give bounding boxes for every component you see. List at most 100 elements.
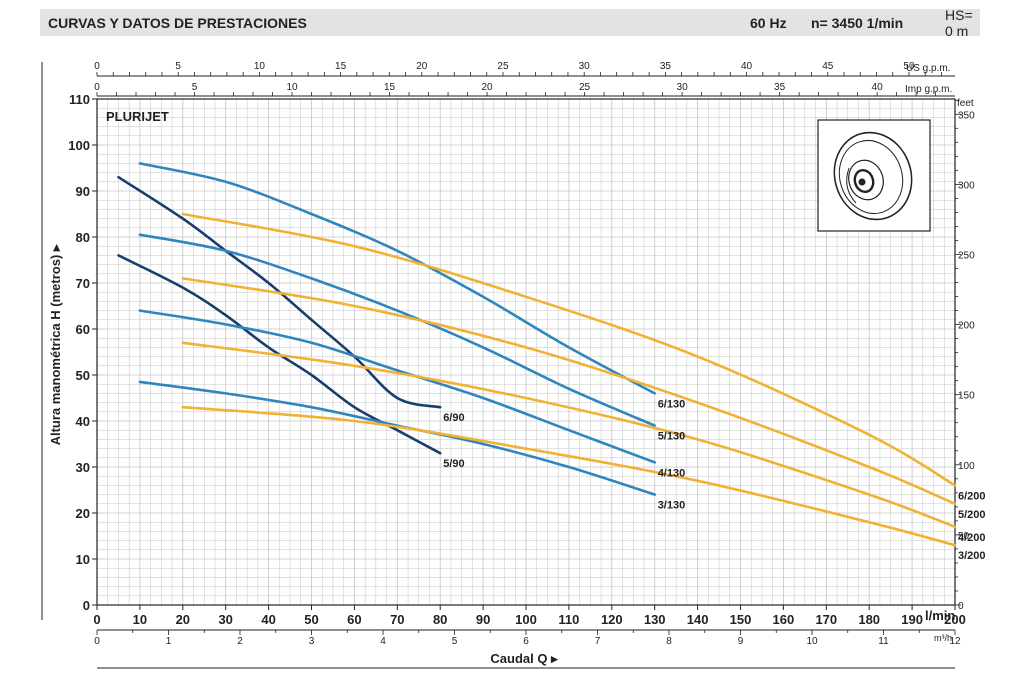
x-tick-label: 170 <box>815 612 837 627</box>
feet-tick-label: 0 <box>958 601 964 612</box>
y-tick-label: 90 <box>76 184 90 199</box>
feet-tick-label: 100 <box>958 461 975 472</box>
suction-head-label: HS= 0 m <box>945 6 973 39</box>
y-tick-label: 110 <box>69 92 90 107</box>
feet-label: feet <box>957 98 974 109</box>
imp-gpm-tick-label: 30 <box>677 82 689 93</box>
us-gpm-tick-label: 10 <box>254 61 266 72</box>
m3h-tick-label: 1 <box>166 636 172 647</box>
feet-tick-label: 200 <box>958 321 975 332</box>
speed-label: n= 3450 1/min <box>811 14 904 31</box>
imp-gpm-tick-label: 20 <box>481 82 493 93</box>
imp-gpm-tick-label: 25 <box>579 82 591 93</box>
feet-tick-label: 250 <box>958 250 975 261</box>
y-tick-label: 70 <box>76 276 90 291</box>
y-tick-label: 0 <box>83 598 90 613</box>
curve-5-90 <box>117 254 442 455</box>
curve-label-5-200: 5/200 <box>958 509 986 521</box>
x-tick-label: 110 <box>558 612 579 627</box>
x-tick-label: 10 <box>133 612 147 627</box>
curve-label-4-200: 4/200 <box>958 532 986 544</box>
grid <box>96 98 956 606</box>
y-tick-label: 40 <box>76 414 90 429</box>
us-gpm-tick-label: 15 <box>335 61 347 72</box>
x-tick-label: 150 <box>730 612 752 627</box>
m3h-tick-label: 12 <box>949 636 961 647</box>
curve-label-3-200: 3/200 <box>958 550 986 562</box>
x-tick-label: 180 <box>858 612 880 627</box>
x-tick-label: 130 <box>644 612 666 627</box>
curve-3-200 <box>181 405 957 547</box>
feet-tick-label: 150 <box>958 391 975 402</box>
y-tick-label: 20 <box>76 506 90 521</box>
x-tick-label: 80 <box>433 612 447 627</box>
x-tick-label: 120 <box>601 612 623 627</box>
x-tick-label: 50 <box>304 612 318 627</box>
x-tick-label: 100 <box>515 612 537 627</box>
m3h-tick-label: 3 <box>309 636 315 647</box>
us-gpm-tick-label: 20 <box>416 61 428 72</box>
curve-5-200 <box>181 277 957 506</box>
m3h-tick-label: 2 <box>237 636 243 647</box>
x-tick-label: 140 <box>687 612 709 627</box>
x-tick-label: 90 <box>476 612 490 627</box>
imp-gpm-tick-label: 35 <box>774 82 786 93</box>
imp-gpm-tick-label: 40 <box>872 82 884 93</box>
curve-labels: 6/90 5/90 6/130 5/130 4/130 3/130 6/200 5/200 4/… <box>443 398 985 562</box>
m3h-tick-label: 5 <box>452 636 458 647</box>
imp-gpm-tick-label: 5 <box>192 82 198 93</box>
y-tick-label: 10 <box>76 552 90 567</box>
x-tick-label: 30 <box>218 612 232 627</box>
header-bar: CURVAS Y DATOS DE PRESTACIONES 60 Hz n= … <box>40 6 980 39</box>
axes: 0 10 20 30 40 50 60 70 80 90 100 110 120 130 140 150 160… <box>41 61 975 669</box>
m3h-tick-label: 7 <box>595 636 601 647</box>
y-axis-label: Altura manométrica H (metros) ▸ <box>48 243 63 445</box>
curve-label-6-200: 6/200 <box>958 490 986 502</box>
m3h-tick-label: 9 <box>738 636 744 647</box>
us-gpm-tick-label: 5 <box>175 61 181 72</box>
curve-6-200 <box>181 212 957 487</box>
x-tick-label: 190 <box>901 612 923 627</box>
curve-label-5-90: 5/90 <box>443 458 464 470</box>
m3h-tick-label: 0 <box>94 636 100 647</box>
us-gpm-tick-label: 50 <box>903 61 915 72</box>
m3h-label: m³/h <box>934 633 952 643</box>
m3h-tick-label: 6 <box>523 636 529 647</box>
us-gpm-tick-label: 40 <box>741 61 753 72</box>
m3h-tick-label: 10 <box>806 636 818 647</box>
curve-6-90 <box>117 175 442 409</box>
us-gpm-tick-label: 25 <box>497 61 509 72</box>
x-tick-label: 0 <box>93 612 100 627</box>
x-tick-label: 200 <box>944 612 966 627</box>
impeller-icon <box>833 131 913 221</box>
x-axis-label: Caudal Q ▸ <box>490 651 559 666</box>
y-tick-label: 80 <box>76 230 90 245</box>
m3h-tick-label: 8 <box>666 636 672 647</box>
curve-6-130 <box>138 162 656 395</box>
us-gpm-tick-label: 45 <box>822 61 834 72</box>
x-tick-label: 160 <box>773 612 795 627</box>
us-gpm-label: US g.p.m. <box>906 63 950 74</box>
panel-label: PLURIJET <box>106 109 169 124</box>
feet-tick-label: 350 <box>958 110 975 121</box>
m3h-tick-label: 4 <box>380 636 386 647</box>
curve-label-6-90: 6/90 <box>443 412 464 424</box>
x-tick-label: 20 <box>176 612 190 627</box>
curve-label-6-130: 6/130 <box>658 398 686 410</box>
imp-gpm-tick-label: 0 <box>94 82 100 93</box>
curve-label-5-130: 5/130 <box>658 431 686 443</box>
x-unit-label: l/min <box>925 608 955 623</box>
chart-title: CURVAS Y DATOS DE PRESTACIONES <box>48 14 307 31</box>
x-tick-label: 70 <box>390 612 404 627</box>
y-tick-label: 30 <box>76 460 90 475</box>
curve-4-130 <box>138 309 656 464</box>
x-tick-label: 60 <box>347 612 361 627</box>
feet-tick-label: 300 <box>958 180 975 191</box>
curve-3-130 <box>138 380 656 496</box>
curve-label-3-130: 3/130 <box>658 500 686 512</box>
feet-tick-label: 50 <box>958 531 970 542</box>
x-tick-label: 40 <box>261 612 275 627</box>
us-gpm-tick-label: 30 <box>579 61 591 72</box>
curves <box>117 162 957 547</box>
